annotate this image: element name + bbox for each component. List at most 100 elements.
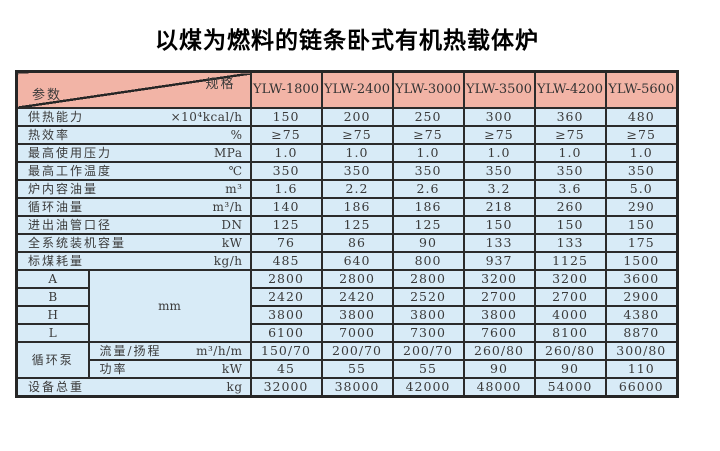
row-unit: m³/h [212,199,243,214]
value-cell: 2.2 [320,178,394,199]
value-cell: 2420 [249,286,323,307]
row-label: 最高使用压力 [28,145,113,160]
row-label-cell: 全系统装机容量 kW [15,232,252,253]
table-row-dimension-a: A mm 2800 2800 2800 3200 3200 3600 [15,268,679,343]
row-label: 设备总重 [28,379,85,394]
row-unit: MPa [214,145,243,160]
pump-sub-unit: kW [221,361,243,376]
row-label: 循环油量 [28,199,85,214]
row-label-cell: 热效率 % [15,124,252,145]
value-cell: 8100 [533,322,607,343]
value-cell: 150 [533,214,607,235]
row-unit: m³ [225,181,243,196]
value-cell: 6100 [249,322,323,343]
pump-sub-label-cell: 功率 kW [87,358,252,379]
table-row-max-pressure: 最高使用压力 MPa 1.0 1.0 1.0 1.0 1.0 1.0 [15,142,679,163]
value-cell: 1500 [604,250,679,271]
value-cell: 2.6 [391,178,465,199]
row-unit: ×10⁴kcal/h [170,109,243,124]
pump-group-label: 循环泵 [15,340,90,379]
value-cell: 125 [320,214,394,235]
value-cell: 150/70 [249,340,323,361]
value-cell: 2800 [320,268,394,289]
value-cell: 5.0 [604,178,679,199]
value-cell: 3800 [391,304,465,325]
value-cell: 800 [391,250,465,271]
value-cell: 2420 [320,286,394,307]
value-cell: 2800 [391,268,465,289]
value-cell: 110 [604,358,679,379]
value-cell: 125 [391,214,465,235]
value-cell: 45 [249,358,323,379]
value-cell: 2700 [462,286,536,307]
value-cell: 1.0 [391,142,465,163]
value-cell: 1.0 [462,142,536,163]
value-cell: 3.6 [533,178,607,199]
value-cell: 32000 [249,376,323,397]
value-cell: ≥75 [462,124,536,145]
value-cell: 1.0 [533,142,607,163]
value-cell: 175 [604,232,679,253]
value-cell: 1.0 [249,142,323,163]
row-unit: ℃ [228,163,243,178]
row-label-cell: 最高使用压力 MPa [15,142,252,163]
column-header-model-1: YLW-1800 [249,70,323,109]
value-cell: 90 [533,358,607,379]
value-cell: ≥75 [320,124,394,145]
row-unit: DN [221,217,243,232]
value-cell: 2520 [391,286,465,307]
value-cell: 2800 [249,268,323,289]
row-label-cell: 供热能力 ×10⁴kcal/h [15,106,252,127]
row-label-cell: 设备总重 kg [15,376,252,397]
value-cell: 2700 [533,286,607,307]
table-row-installed-capacity: 全系统装机容量 kW 76 86 90 133 133 175 [15,232,679,253]
value-cell: 200 [320,106,394,127]
corner-param-label: 参数 [32,87,63,103]
pump-sub-label: 功率 [99,361,128,376]
value-cell: 8870 [604,322,679,343]
value-cell: 1.0 [320,142,394,163]
value-cell: 90 [462,358,536,379]
value-cell: ≥75 [249,124,323,145]
value-cell: 7000 [320,322,394,343]
table-row-total-weight: 设备总重 kg 32000 38000 42000 48000 54000 66… [15,376,679,397]
row-unit: kg/h [213,253,243,268]
row-label: 标煤耗量 [28,253,85,268]
value-cell: 485 [249,250,323,271]
value-cell: 7600 [462,322,536,343]
row-label-cell: 炉内容油量 m³ [15,178,252,199]
row-label: 供热能力 [28,109,85,124]
row-unit: % [230,127,243,142]
value-cell: 350 [533,160,607,181]
value-cell: 90 [391,232,465,253]
value-cell: 150 [249,106,323,127]
value-cell: 38000 [320,376,394,397]
column-header-model-2: YLW-2400 [320,70,394,109]
value-cell: 640 [320,250,394,271]
value-cell: 1.0 [604,142,679,163]
value-cell: 350 [462,160,536,181]
table-row-dimension-h: H 3800 3800 3800 3800 4000 4380 [15,304,679,325]
value-cell: 140 [249,196,323,217]
value-cell: 133 [462,232,536,253]
table-row-pipe-diameter: 进出油管口径 DN 125 125 125 150 150 150 [15,214,679,235]
value-cell: 4000 [533,304,607,325]
value-cell: 3800 [462,304,536,325]
value-cell: 350 [249,160,323,181]
value-cell: 350 [320,160,394,181]
row-label-cell: 进出油管口径 DN [15,214,252,235]
dimension-label: B [15,286,90,307]
value-cell: 3200 [533,268,607,289]
value-cell: 86 [320,232,394,253]
column-header-model-4: YLW-3500 [462,70,536,109]
value-cell: 3800 [249,304,323,325]
value-cell: 55 [391,358,465,379]
row-label: 最高工作温度 [28,163,113,178]
table-row-pump-flow-head: 循环泵 流量/扬程 m³/h/m 150/70 200/70 200/70 26… [15,340,679,379]
row-label-cell: 标煤耗量 kg/h [15,250,252,271]
pump-sub-unit: m³/h/m [196,343,243,358]
value-cell: 4380 [604,304,679,325]
column-header-model-6: YLW-5600 [604,70,679,109]
value-cell: 300 [462,106,536,127]
value-cell: 76 [249,232,323,253]
